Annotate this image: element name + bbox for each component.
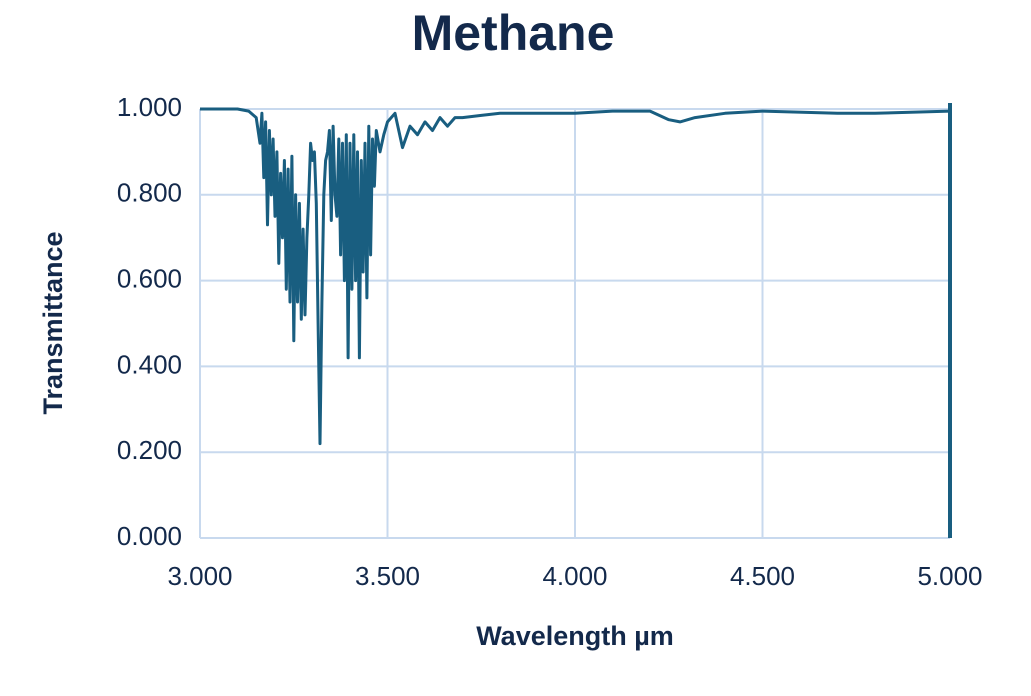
x-tick-label: 3.500 <box>355 561 420 591</box>
y-tick-label: 0.200 <box>117 435 182 465</box>
x-tick-label: 4.000 <box>542 561 607 591</box>
y-tick-label: 0.600 <box>117 263 182 293</box>
x-axis-label: Wavelength µm <box>476 621 674 651</box>
y-tick-label: 0.400 <box>117 349 182 379</box>
x-tick-label: 3.000 <box>167 561 232 591</box>
y-axis-label: Transmittance <box>38 231 68 414</box>
y-tick-label: 0.000 <box>117 521 182 551</box>
chart-title: Methane <box>412 5 615 61</box>
y-tick-label: 0.800 <box>117 178 182 208</box>
x-tick-label: 5.000 <box>917 561 982 591</box>
x-tick-label: 4.500 <box>730 561 795 591</box>
y-tick-label: 1.000 <box>117 92 182 122</box>
data-line <box>200 107 951 446</box>
